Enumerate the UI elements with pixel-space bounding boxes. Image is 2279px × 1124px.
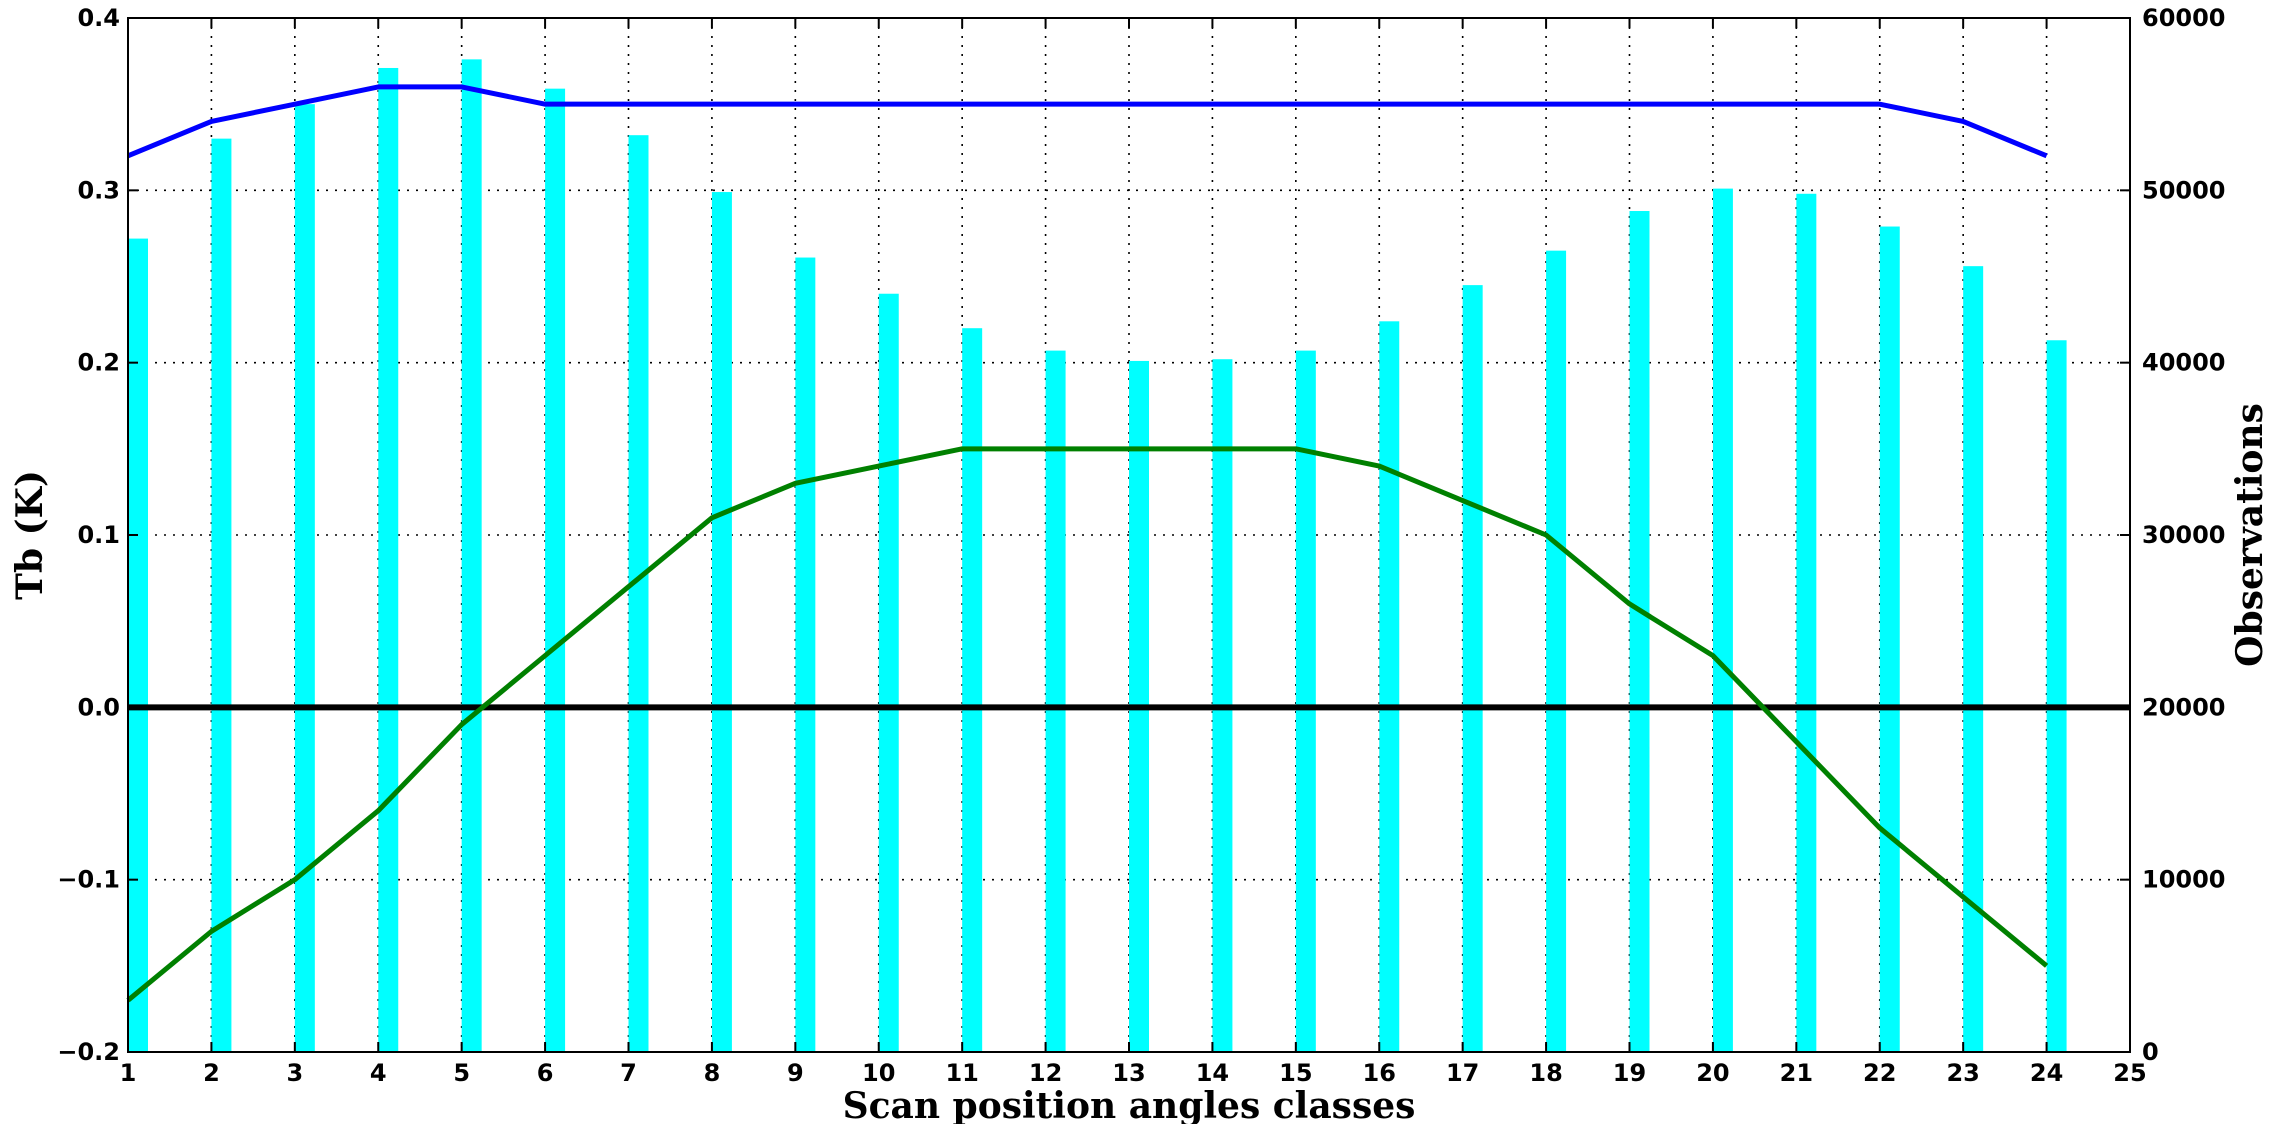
x-tick-label: 2: [203, 1059, 220, 1087]
observation-bar: [711, 192, 732, 1053]
tick-labels: 1 2 3 4 5 6 7 8 9 10 11 12 13 14 15 16 17 18 19 20 21 22 23 24 2…: [57, 4, 2225, 1087]
x-axis-title: Scan position angles classes: [843, 1085, 1416, 1124]
y-axis-left-title: Tb (K): [9, 470, 51, 600]
observation-bar: [294, 104, 315, 1052]
y-axis-right-title: Observations: [2229, 403, 2271, 667]
observation-bar: [1462, 285, 1483, 1052]
x-tick-label: 21: [1780, 1059, 1813, 1087]
y-left-tick-label: 0.3: [77, 176, 120, 204]
y-right-tick-label: 50000: [2142, 176, 2226, 204]
x-tick-label: 22: [1863, 1059, 1896, 1087]
y-right-tick-label: 10000: [2142, 866, 2226, 894]
observation-bar: [2046, 340, 2067, 1053]
y-right-tick-label: 30000: [2142, 521, 2226, 549]
x-tick-label: 14: [1196, 1059, 1229, 1087]
x-tick-label: 24: [2030, 1059, 2063, 1087]
y-left-tick-label: 0.4: [77, 4, 120, 32]
y-left-tick-label: 0.1: [77, 521, 120, 549]
observation-bar: [211, 138, 232, 1053]
x-tick-label: 1: [120, 1059, 137, 1087]
observation-bar: [378, 67, 399, 1052]
observation-bar: [1879, 226, 1900, 1053]
lines: [126, 84, 2130, 1003]
observation-bar: [1963, 266, 1984, 1052]
y-left-tick-label: 0.2: [77, 349, 120, 377]
x-tick-label: 9: [787, 1059, 804, 1087]
y-right-tick-label: 60000: [2142, 4, 2226, 32]
y-right-tick-label: 0: [2142, 1038, 2159, 1066]
observation-bar: [1045, 350, 1066, 1052]
green-series-line: [126, 446, 2049, 1003]
x-tick-label: 20: [1696, 1059, 1729, 1087]
observation-bar: [1295, 350, 1316, 1052]
observation-bar: [962, 328, 983, 1052]
x-tick-label: 23: [1946, 1059, 1979, 1087]
observation-bar: [795, 257, 816, 1052]
x-tick-label: 6: [537, 1059, 554, 1087]
x-tick-label: 11: [945, 1059, 978, 1087]
x-tick-label: 5: [453, 1059, 470, 1087]
observation-bar: [628, 135, 649, 1053]
x-tick-label: 16: [1363, 1059, 1396, 1087]
x-tick-label: 3: [286, 1059, 303, 1087]
blue-series-line: [127, 84, 2048, 159]
observation-bar: [1379, 321, 1400, 1053]
x-tick-label: 19: [1613, 1059, 1646, 1087]
ticks: [127, 17, 2131, 1053]
y-right-tick-label: 20000: [2142, 693, 2226, 721]
x-tick-label: 13: [1112, 1059, 1145, 1087]
observation-bar: [1546, 250, 1567, 1052]
x-tick-label: 4: [370, 1059, 387, 1087]
y-left-tick-label: 0.0: [77, 693, 120, 721]
y-left-tick-label: −0.1: [57, 866, 120, 894]
x-tick-label: 8: [704, 1059, 721, 1087]
observation-bar: [1712, 188, 1733, 1053]
x-tick-label: 25: [2113, 1059, 2146, 1087]
observation-bar: [128, 238, 148, 1052]
y-left-tick-label: −0.2: [57, 1038, 120, 1066]
observation-bar: [461, 59, 482, 1053]
observation-bar: [1796, 193, 1817, 1052]
observation-bars: [128, 59, 2067, 1053]
observation-bar: [878, 293, 899, 1052]
x-tick-label: 15: [1279, 1059, 1312, 1087]
observation-bar: [545, 88, 566, 1052]
x-tick-label: 7: [620, 1059, 637, 1087]
x-tick-label: 18: [1529, 1059, 1562, 1087]
x-tick-label: 17: [1446, 1059, 1479, 1087]
observation-bar: [1629, 211, 1650, 1053]
x-tick-label: 10: [862, 1059, 895, 1087]
x-tick-label: 12: [1029, 1059, 1062, 1087]
y-right-tick-label: 40000: [2142, 349, 2226, 377]
